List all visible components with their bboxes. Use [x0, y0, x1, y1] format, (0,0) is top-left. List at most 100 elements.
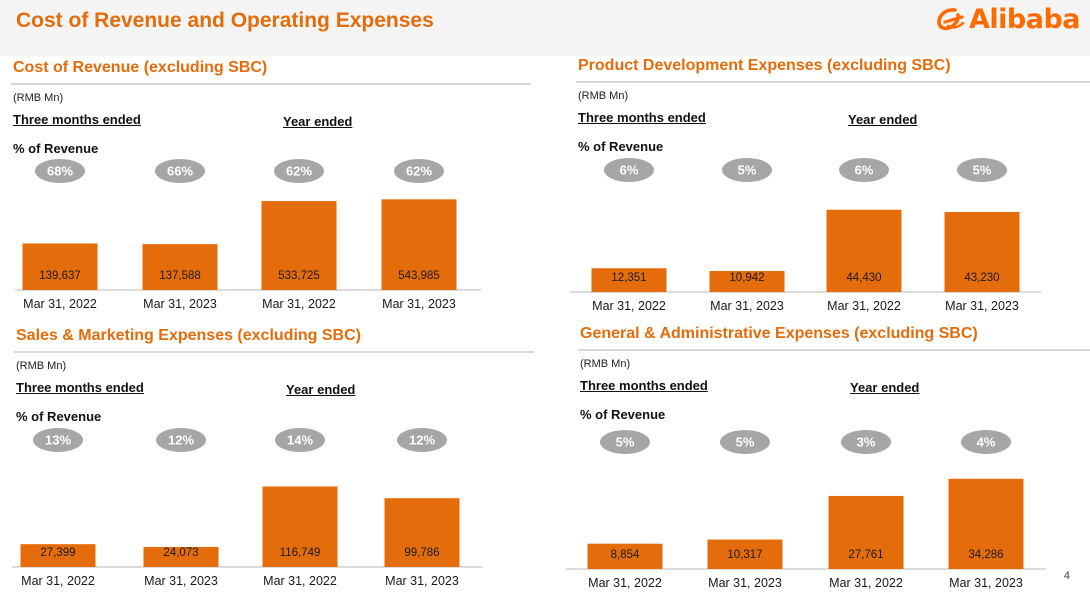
three-months-label: Three months ended: [578, 110, 706, 125]
bar: [20, 544, 96, 567]
bar-chart: 12,351 6% Mar 31, 2022 10,942 5% Mar 31, 2023…: [570, 158, 1041, 313]
pct-pill: [33, 428, 83, 452]
bar-value-label: 139,637: [39, 270, 81, 282]
pct-pill-label: 12%: [168, 433, 194, 448]
pct-pill: [274, 159, 324, 183]
pct-pill: [957, 158, 1007, 182]
pct-pill-label: 13%: [45, 433, 71, 448]
bar-value-label: 44,430: [846, 272, 881, 284]
panel-sales-marketing: Sales & Marketing Expenses (excluding SB…: [12, 327, 534, 592]
x-tick-label: Mar 31, 2023: [382, 297, 456, 311]
bar-value-label: 24,073: [163, 547, 198, 559]
pct-pill-label: 5%: [736, 435, 755, 450]
x-tick-label: Mar 31, 2022: [23, 297, 97, 311]
bar: [587, 543, 663, 569]
pct-pill: [839, 158, 889, 182]
pct-pill-label: 5%: [738, 163, 757, 178]
pct-pill: [156, 428, 206, 452]
panel-divider: [11, 83, 531, 85]
x-tick-label: Mar 31, 2022: [827, 299, 901, 313]
unit-label: (RMB Mn): [16, 360, 67, 372]
pct-pill-label: 12%: [409, 433, 435, 448]
pct-of-revenue-label: % of Revenue: [580, 407, 666, 422]
panel-title: General & Administrative Expenses (exclu…: [580, 325, 978, 342]
bar-value-label: 10,942: [729, 272, 764, 284]
bar: [384, 498, 460, 567]
x-tick-label: Mar 31, 2023: [144, 574, 218, 588]
pct-pill-label: 62%: [286, 164, 312, 179]
bar-value-label: 12,351: [611, 272, 646, 284]
bar-value-label: 543,985: [398, 270, 440, 282]
x-tick-label: Mar 31, 2022: [21, 574, 95, 588]
pct-pill: [394, 159, 444, 183]
panel-product-development: Product Development Expenses (excluding …: [570, 57, 1090, 322]
bar-value-label: 99,786: [404, 547, 439, 559]
bar-value-label: 43,230: [964, 272, 999, 284]
pct-pill: [722, 158, 772, 182]
pct-pill: [275, 428, 325, 452]
pct-of-revenue-label: % of Revenue: [16, 409, 102, 424]
pct-pill: [397, 428, 447, 452]
bar: [944, 211, 1020, 292]
pct-pill-label: 68%: [47, 164, 73, 179]
page-title: Cost of Revenue and Operating Expenses: [16, 9, 434, 32]
panel-divider: [576, 81, 1090, 83]
pct-of-revenue-label: % of Revenue: [578, 139, 664, 154]
pct-pill-label: 4%: [977, 435, 996, 450]
bar: [826, 209, 902, 292]
alibaba-logo: Alibaba: [936, 2, 1081, 36]
panel-title: Product Development Expenses (excluding …: [578, 57, 951, 74]
panel-general-administrative: General & Administrative Expenses (exclu…: [566, 325, 1090, 590]
pct-pill: [720, 430, 770, 454]
pct-pill-label: 62%: [406, 164, 432, 179]
x-tick-label: Mar 31, 2023: [708, 576, 782, 590]
x-tick-label: Mar 31, 2023: [385, 574, 459, 588]
bar-chart: 8,854 5% Mar 31, 2022 10,317 5% Mar 31, 2023 2…: [566, 430, 1046, 590]
x-tick-label: Mar 31, 2022: [262, 297, 336, 311]
unit-label: (RMB Mn): [580, 358, 631, 370]
pct-pill-label: 14%: [287, 433, 313, 448]
bar: [591, 268, 667, 292]
pct-pill: [961, 430, 1011, 454]
year-ended-label: Year ended: [286, 382, 356, 397]
pct-pill: [600, 430, 650, 454]
bar: [262, 486, 338, 567]
x-tick-label: Mar 31, 2022: [263, 574, 337, 588]
bar-value-label: 116,749: [280, 547, 321, 559]
pct-pill-label: 6%: [620, 163, 639, 178]
pct-pill-label: 5%: [616, 435, 635, 450]
year-ended-label: Year ended: [848, 112, 918, 127]
bar: [828, 495, 904, 569]
panel-title: Cost of Revenue (excluding SBC): [13, 59, 268, 76]
bar: [143, 546, 219, 567]
bar-value-label: 27,399: [40, 547, 75, 559]
x-tick-label: Mar 31, 2023: [710, 299, 784, 313]
pct-pill-label: 6%: [855, 163, 874, 178]
bar-value-label: 34,286: [968, 549, 1003, 561]
bar: [381, 199, 457, 290]
pct-pill: [35, 159, 85, 183]
unit-label: (RMB Mn): [13, 92, 64, 104]
bar-chart: 27,399 13% Mar 31, 2022 24,073 12% Mar 31, 20…: [12, 428, 483, 588]
bar-value-label: 8,854: [611, 549, 640, 561]
three-months-label: Three months ended: [16, 380, 144, 395]
pct-pill-label: 5%: [973, 163, 992, 178]
panel-divider: [14, 351, 534, 353]
three-months-label: Three months ended: [13, 112, 141, 127]
x-tick-label: Mar 31, 2023: [945, 299, 1019, 313]
bar: [22, 243, 98, 290]
bar-value-label: 27,761: [848, 549, 883, 561]
panel-divider: [578, 349, 1090, 351]
bar: [948, 478, 1024, 569]
bar-value-label: 533,725: [278, 270, 320, 282]
pct-pill: [155, 159, 205, 183]
year-ended-label: Year ended: [283, 114, 353, 129]
pct-pill: [841, 430, 891, 454]
pct-pill-label: 3%: [857, 435, 876, 450]
header-bar: [0, 0, 1090, 56]
three-months-label: Three months ended: [580, 378, 708, 393]
x-tick-label: Mar 31, 2022: [829, 576, 903, 590]
x-tick-label: Mar 31, 2022: [592, 299, 666, 313]
panel-title: Sales & Marketing Expenses (excluding SB…: [16, 327, 361, 344]
logo-text: Alibaba: [969, 3, 1081, 35]
